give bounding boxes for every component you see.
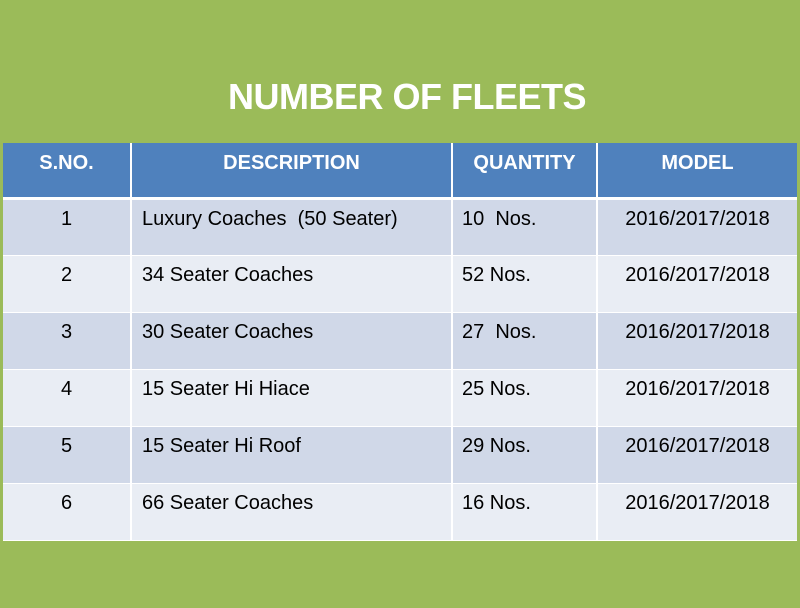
cell-description: Luxury Coaches (50 Seater) [131,198,453,256]
table-row: 4 15 Seater Hi Hiace 25 Nos. 2016/2017/2… [3,369,797,427]
cell-quantity: 10 Nos. [452,198,598,256]
cell-model: 2016/2017/2018 [597,198,797,256]
cell-description: 15 Seater Hi Hiace [131,369,453,427]
cell-description: 30 Seater Coaches [131,312,453,370]
cell-sno: 1 [3,198,132,256]
header-quantity: QUANTITY [452,143,598,200]
cell-quantity: 52 Nos. [452,255,598,313]
header-sno: S.NO. [3,143,132,200]
cell-sno: 5 [3,426,132,484]
cell-sno: 2 [3,255,132,313]
cell-description: 34 Seater Coaches [131,255,453,313]
table-header-row: S.NO. DESCRIPTION QUANTITY MODEL [3,143,797,200]
cell-quantity: 25 Nos. [452,369,598,427]
cell-description: 66 Seater Coaches [131,483,453,541]
cell-model: 2016/2017/2018 [597,426,797,484]
header-description: DESCRIPTION [131,143,453,200]
cell-quantity: 29 Nos. [452,426,598,484]
cell-quantity: 16 Nos. [452,483,598,541]
fleet-table: S.NO. DESCRIPTION QUANTITY MODEL 1 Luxur… [3,143,797,541]
cell-model: 2016/2017/2018 [597,483,797,541]
cell-model: 2016/2017/2018 [597,369,797,427]
cell-sno: 6 [3,483,132,541]
table-row: 2 34 Seater Coaches 52 Nos. 2016/2017/20… [3,255,797,313]
cell-description: 15 Seater Hi Roof [131,426,453,484]
cell-model: 2016/2017/2018 [597,255,797,313]
cell-sno: 3 [3,312,132,370]
page-title: NUMBER OF FLEETS [228,76,587,117]
table-row: 1 Luxury Coaches (50 Seater) 10 Nos. 201… [3,198,797,256]
table-row: 5 15 Seater Hi Roof 29 Nos. 2016/2017/20… [3,426,797,484]
cell-model: 2016/2017/2018 [597,312,797,370]
cell-sno: 4 [3,369,132,427]
header-model: MODEL [597,143,797,200]
table-row: 3 30 Seater Coaches 27 Nos. 2016/2017/20… [3,312,797,370]
table-row: 6 66 Seater Coaches 16 Nos. 2016/2017/20… [3,483,797,541]
cell-quantity: 27 Nos. [452,312,598,370]
